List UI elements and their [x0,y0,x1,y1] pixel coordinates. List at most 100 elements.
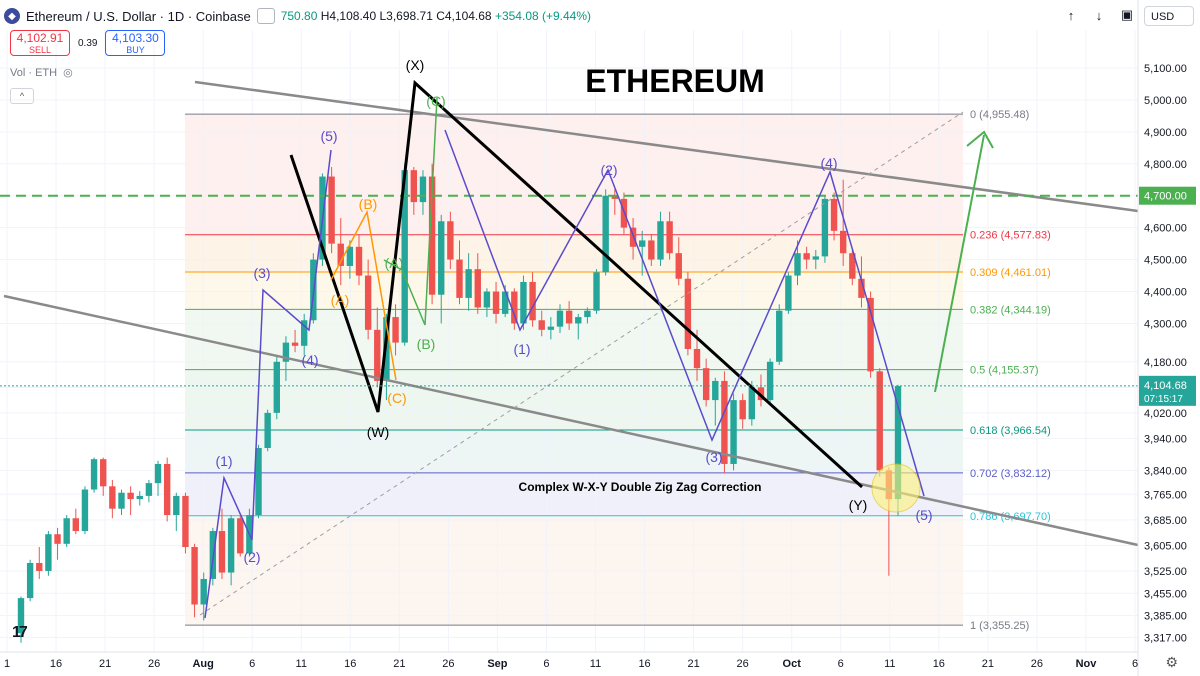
level-tag-label: 4,700.00 [1144,191,1187,203]
y-tick-label: 4,600.00 [1144,223,1187,235]
candle-body [136,495,143,500]
x-tick-label: Sep [487,658,507,670]
candle-body [264,412,271,448]
candle-body [465,269,472,298]
candle-body [839,230,847,254]
y-tick-label: 3,840.00 [1144,465,1187,477]
toolbar-right: ↑ ↓ ▣ [1062,6,1136,24]
candle-body [227,518,235,573]
y-tick-label: 4,500.00 [1144,255,1187,267]
candle-body [163,463,171,516]
collapse-icon[interactable]: ^ [10,88,34,104]
y-tick-label: 4,800.00 [1144,159,1187,171]
candle-body [565,310,573,324]
x-tick-label: 11 [296,658,307,670]
x-tick-label: Oct [783,658,802,670]
candle-body [447,221,454,260]
candle-body [849,253,856,279]
candle-body [282,342,290,362]
candle-body [182,495,189,547]
countdown-label: 07:15:17 [1144,394,1183,405]
arrow-up-icon[interactable]: ↑ [1067,7,1075,23]
fullscreen-icon[interactable]: ▣ [1120,7,1134,22]
x-tick-label: 16 [933,658,945,670]
candle-body [191,547,198,605]
candle-body [474,269,481,308]
candle-body [237,518,244,554]
candle-body [748,387,756,420]
chart-title: ETHEREUM [585,63,765,99]
candle-body [419,176,427,203]
tradingview-logo-icon: 17 [12,624,28,641]
wave-label: (3) [253,265,270,281]
candle-body [712,380,719,401]
fib-label: 0.702 (3,832.12) [970,468,1051,480]
candle-body [675,253,682,279]
price-axis-bg [1138,0,1200,676]
y-tick-label: 3,685.00 [1144,515,1187,527]
candle-body [438,221,445,295]
y-tick-label: 3,605.00 [1144,540,1187,552]
eye-hidden-icon[interactable]: ◎ [63,67,73,79]
compare-icon[interactable] [256,8,275,24]
candle-body [721,380,728,464]
wave-label: (1) [215,453,232,469]
candle-body [328,176,335,244]
y-tick-label: 4,400.00 [1144,287,1187,299]
x-tick-label: 21 [393,658,405,670]
channel-top-line [194,80,1139,213]
candle-body [483,291,491,308]
wave-label: (A) [385,255,404,271]
wave-label: (X) [406,57,425,73]
y-tick-label: 3,385.00 [1144,611,1187,623]
candle-body [794,253,801,276]
candle-body [639,240,646,247]
candle-body [830,198,838,231]
wave-label: (C) [387,390,406,406]
wave-label: (1) [513,341,530,357]
y-tick-label: 3,525.00 [1144,566,1187,578]
fib-label: 0.236 (4,577.83) [970,230,1051,242]
fib-label: 0 (4,955.48) [970,109,1029,121]
gear-icon[interactable]: ⚙ [1165,654,1178,670]
y-tick-label: 3,317.00 [1144,632,1187,644]
candle-body [730,400,737,464]
wave-purple-2 [444,129,925,497]
x-tick-label: Nov [1076,658,1098,670]
x-tick-label: 6 [838,658,844,670]
candle-body [456,259,463,298]
candle-body [36,562,43,571]
symbol-title[interactable]: Ethereum / U.S. Dollar · 1D · Coinbase [26,8,251,24]
x-tick-label: 1 [4,658,10,670]
candle-body [785,275,792,311]
wave-label: (5) [320,128,337,144]
wave-orange [330,209,397,381]
x-tick-label: 21 [687,658,699,670]
wave-label: (B) [359,196,378,212]
candle-body [63,518,70,544]
wave-label: (2) [600,162,617,178]
sell-button[interactable]: 4,102.91 SELL [10,30,70,56]
x-tick-label: 11 [590,658,601,670]
candle-body [45,534,52,571]
candle-body [529,281,536,321]
level-tag [1139,186,1196,205]
candle-body [154,463,162,484]
x-tick-label: 26 [1031,658,1043,670]
current-price-label: 4,104.68 [1144,380,1187,392]
candle-body [867,297,874,372]
y-tick-label: 3,940.00 [1144,433,1187,445]
candle-body [100,459,107,487]
buy-button[interactable]: 4,103.30 BUY [105,30,166,56]
candle-body [538,320,545,330]
wave-label: (4) [820,155,837,171]
candle-body [666,221,673,254]
y-tick-label: 5,000.00 [1144,95,1187,107]
current-price-tag [1139,375,1196,406]
y-tick-label: 3,765.00 [1144,489,1187,501]
candle-body [364,275,372,330]
trade-box: 4,102.91 SELL 0.39 4,103.30 BUY [10,30,166,56]
currency-select[interactable]: USD [1144,6,1194,26]
arrow-down-icon[interactable]: ↓ [1095,7,1103,23]
